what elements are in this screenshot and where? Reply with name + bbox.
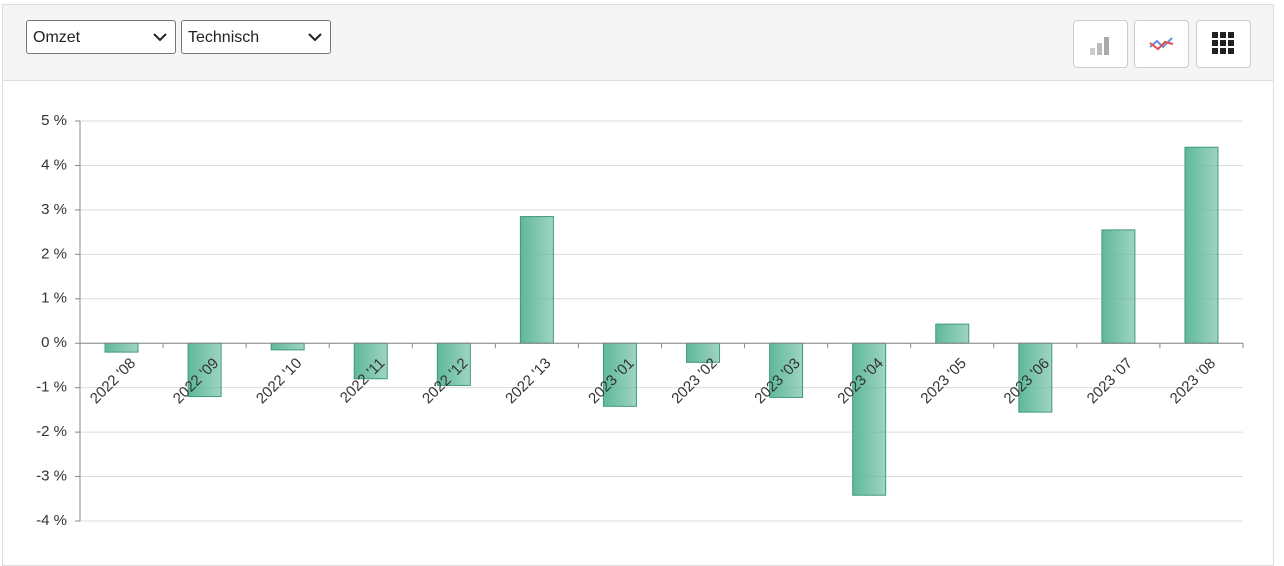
bar <box>602 342 637 407</box>
y-tick-label: 2 % <box>41 245 67 262</box>
bar <box>270 342 305 351</box>
select-view[interactable]: Technisch <box>181 20 331 54</box>
bar <box>1184 146 1219 344</box>
bar <box>769 342 804 398</box>
y-tick-label: -1 % <box>36 379 67 396</box>
bar <box>353 342 388 380</box>
chevron <box>308 33 322 42</box>
icon <box>1149 37 1174 51</box>
y-tick-label: 4 % <box>41 156 67 173</box>
x-tick-label: 2022 '08 <box>87 355 139 407</box>
line-chart-button[interactable] <box>1134 20 1189 68</box>
bar <box>104 342 139 353</box>
bar <box>935 323 970 344</box>
table-button[interactable] <box>1196 20 1251 68</box>
page: {"toolbar": {"selects": ["Omzet", "Techn… <box>2 4 1274 566</box>
bar <box>187 342 222 398</box>
select-measure[interactable]: Omzet <box>26 20 176 54</box>
y-tick-label: 1 % <box>41 290 67 307</box>
y-tick-label: -4 % <box>36 512 67 529</box>
bar <box>436 342 471 386</box>
bar <box>852 342 887 496</box>
select-text: Technisch <box>188 29 260 46</box>
x-tick-label: 2023 '05 <box>917 355 969 407</box>
bar <box>519 216 554 344</box>
y-tick-label: 3 % <box>41 201 67 218</box>
panel: Omzet Technisch <box>2 4 1274 566</box>
chart: -4 % -3 % -2 % -1 % 0 % 1 % 2 % 3 % 4 % 5 % 2022 '… <box>36 112 1244 529</box>
y-tick-label: 0 % <box>41 334 67 351</box>
bar <box>1101 229 1136 344</box>
x-tick-label: 2023 '07 <box>1084 355 1136 407</box>
chevron <box>153 33 167 42</box>
y-tick-label: -3 % <box>36 468 67 485</box>
x-tick-label: 2022 '10 <box>253 355 305 407</box>
y-tick-label: -2 % <box>36 423 67 440</box>
toolbar: Omzet Technisch <box>3 5 1273 81</box>
y-tick-label: 5 % <box>41 112 67 129</box>
bar <box>1018 342 1053 413</box>
icon <box>1212 32 1234 54</box>
x-tick-label: 2023 '08 <box>1167 355 1219 407</box>
bar-chart-button[interactable] <box>1073 20 1128 68</box>
x-tick-label: 2022 '13 <box>502 355 554 407</box>
icon <box>1090 37 1109 55</box>
select-text: Omzet <box>33 29 81 46</box>
